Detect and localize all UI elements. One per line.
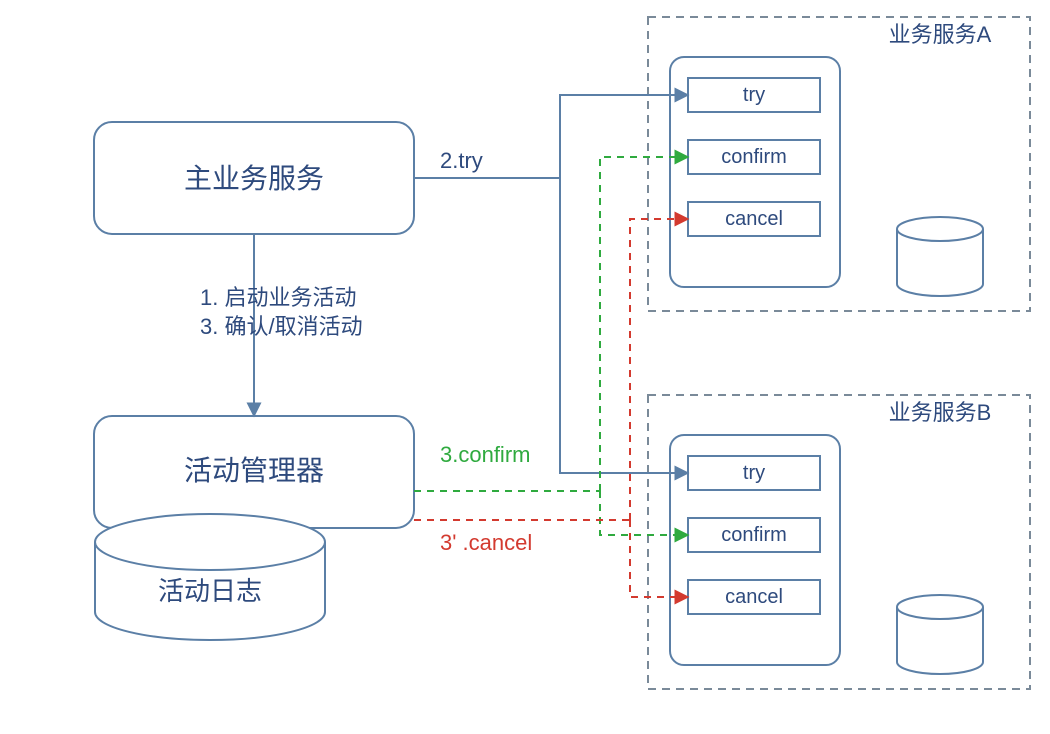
service-a-title: 业务服务A bbox=[889, 22, 992, 47]
edge-try: 2.try bbox=[414, 95, 688, 473]
edge-confirm-label: 3.confirm bbox=[440, 442, 530, 467]
node-activity-log: 活动日志 bbox=[95, 514, 325, 640]
edge-main-to-manager-label1: 1. 启动业务活动 bbox=[200, 285, 356, 310]
edge-try-label: 2.try bbox=[440, 148, 483, 173]
service-b-cancel-label: cancel bbox=[725, 586, 783, 608]
activity-log-label: 活动日志 bbox=[158, 576, 262, 606]
service-b-step-confirm: confirm bbox=[688, 518, 820, 552]
service-b-db bbox=[897, 595, 983, 674]
service-a-cancel-label: cancel bbox=[725, 208, 783, 230]
activity-manager-label: 活动管理器 bbox=[184, 455, 324, 486]
edge-cancel-label: 3' .cancel bbox=[440, 530, 532, 555]
edge-main-to-manager: 1. 启动业务活动 3. 确认/取消活动 bbox=[200, 234, 363, 416]
service-a-step-try: try bbox=[688, 78, 820, 112]
group-service-a: 业务服务A try confirm cancel bbox=[648, 17, 1030, 311]
service-b-step-try: try bbox=[688, 456, 820, 490]
service-a-try-label: try bbox=[743, 84, 765, 106]
service-b-title: 业务服务B bbox=[889, 400, 992, 425]
service-a-step-confirm: confirm bbox=[688, 140, 820, 174]
service-a-step-cancel: cancel bbox=[688, 202, 820, 236]
service-b-try-label: try bbox=[743, 462, 765, 484]
edge-cancel: 3' .cancel bbox=[414, 219, 688, 597]
tcc-diagram: 主业务服务 活动管理器 活动日志 业务服务A try confirm cance… bbox=[0, 0, 1050, 734]
node-activity-manager: 活动管理器 bbox=[94, 416, 414, 528]
edge-main-to-manager-label2: 3. 确认/取消活动 bbox=[200, 314, 363, 339]
edge-confirm: 3.confirm bbox=[414, 157, 688, 535]
main-service-label: 主业务服务 bbox=[184, 163, 324, 194]
node-main-service: 主业务服务 bbox=[94, 122, 414, 234]
service-b-confirm-label: confirm bbox=[721, 524, 787, 546]
service-a-db bbox=[897, 217, 983, 296]
service-b-step-cancel: cancel bbox=[688, 580, 820, 614]
service-a-confirm-label: confirm bbox=[721, 146, 787, 168]
group-service-b: 业务服务B try confirm cancel bbox=[648, 395, 1030, 689]
